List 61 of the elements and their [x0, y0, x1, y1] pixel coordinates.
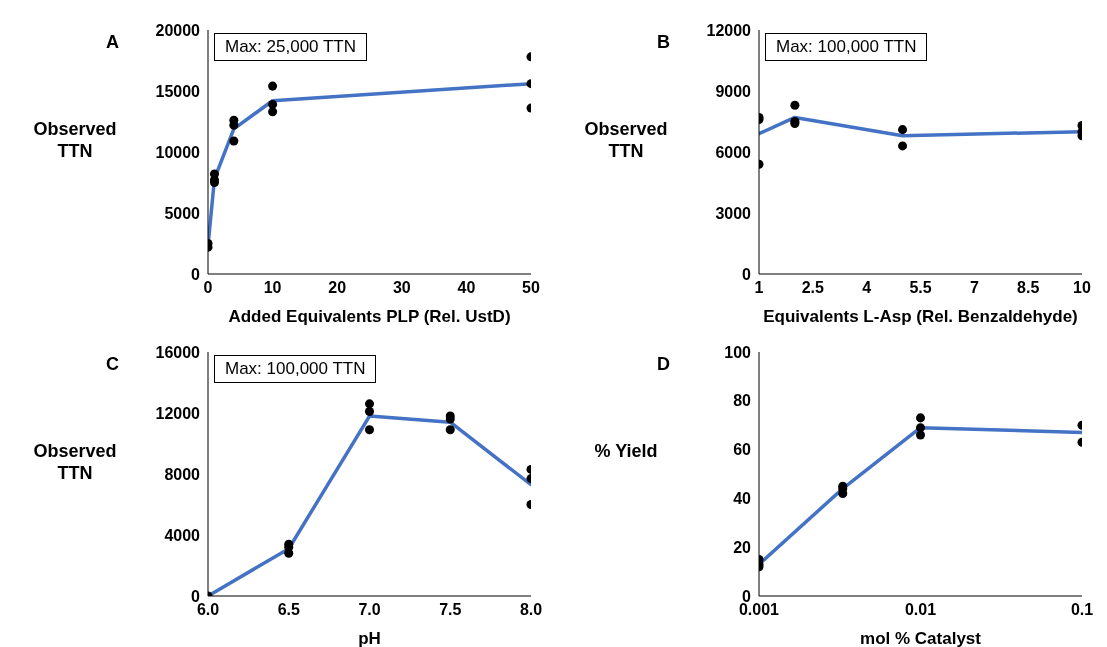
annotation: Max: 100,000 TTN [765, 33, 928, 61]
y-tick-label: 20000 [155, 21, 201, 39]
x-axis-title: Added Equivalents PLP (Rel. UstD) [228, 307, 511, 326]
x-tick-label: 6.0 [196, 601, 220, 619]
y-tick-label: 80 [733, 392, 752, 410]
x-tick-label: 8.0 [519, 601, 543, 619]
x-tick-label: 5.5 [909, 279, 932, 297]
x-tick-label: 0.01 [904, 601, 937, 619]
chart-title: A [106, 32, 119, 52]
y-tick-label: 6000 [715, 143, 752, 161]
y-tick-label: 16000 [155, 343, 201, 361]
x-tick-label: 8.5 [1017, 279, 1040, 297]
point [445, 425, 455, 435]
x-tick-label: 50 [522, 279, 540, 297]
x-axis-title: pH [358, 629, 381, 647]
y-tick-label: 4000 [164, 526, 201, 544]
chart-title: C [106, 354, 119, 374]
y-axis-title: % Yield [593, 440, 659, 462]
x-tick-label: 0.001 [738, 601, 780, 619]
annotation: Max: 25,000 TTN [214, 33, 368, 61]
point [268, 81, 278, 91]
y-tick-label: 12000 [155, 404, 201, 422]
x-tick-label: 40 [457, 279, 476, 297]
y-tick-label: 3000 [715, 204, 752, 222]
y-tick-label: 100 [724, 343, 752, 361]
x-axis-title: mol % Catalyst [860, 629, 982, 647]
y-tick-label: 0 [742, 265, 752, 283]
point [364, 406, 375, 416]
x-tick-label: 7 [969, 279, 979, 297]
x-tick-label: 0 [203, 279, 213, 297]
y-axis-title: Observed TTN [32, 440, 118, 484]
y-tick-label: 5000 [164, 204, 201, 222]
y-tick-label: 40 [733, 490, 752, 508]
y-tick-label: 60 [733, 441, 752, 459]
y-tick-label: 12000 [706, 21, 752, 39]
y-tick-label: 9000 [715, 82, 752, 100]
y-tick-label: 0 [191, 265, 201, 283]
x-tick-label: 1 [754, 279, 764, 297]
x-tick-label: 2.5 [801, 279, 825, 297]
y-tick-label: 8000 [164, 465, 201, 483]
point [268, 107, 278, 117]
y-axis-title: Observed TTN [32, 118, 118, 162]
annotation: Max: 100,000 TTN [214, 355, 377, 383]
x-axis-title: Equivalents L-Asp (Rel. Benzaldehyde) [763, 307, 1078, 326]
x-tick-label: 6.5 [277, 601, 300, 619]
chart-title: D [657, 354, 670, 374]
x-tick-label: 30 [392, 279, 411, 297]
x-tick-label: 7.5 [439, 601, 462, 619]
x-tick-label: 4 [862, 279, 872, 297]
point [229, 136, 239, 146]
y-axis-title: Observed TTN [583, 118, 669, 162]
x-tick-label: 20 [328, 279, 347, 297]
y-tick-label: 15000 [155, 82, 201, 100]
point [364, 425, 375, 435]
x-tick-label: 7.0 [358, 601, 381, 619]
x-tick-label: 0.1 [1070, 601, 1094, 619]
x-tick-label: 10 [1073, 279, 1091, 297]
y-tick-label: 10000 [155, 143, 201, 161]
x-tick-label: 10 [263, 279, 282, 297]
chart-title: B [657, 32, 670, 52]
y-tick-label: 20 [733, 538, 752, 556]
